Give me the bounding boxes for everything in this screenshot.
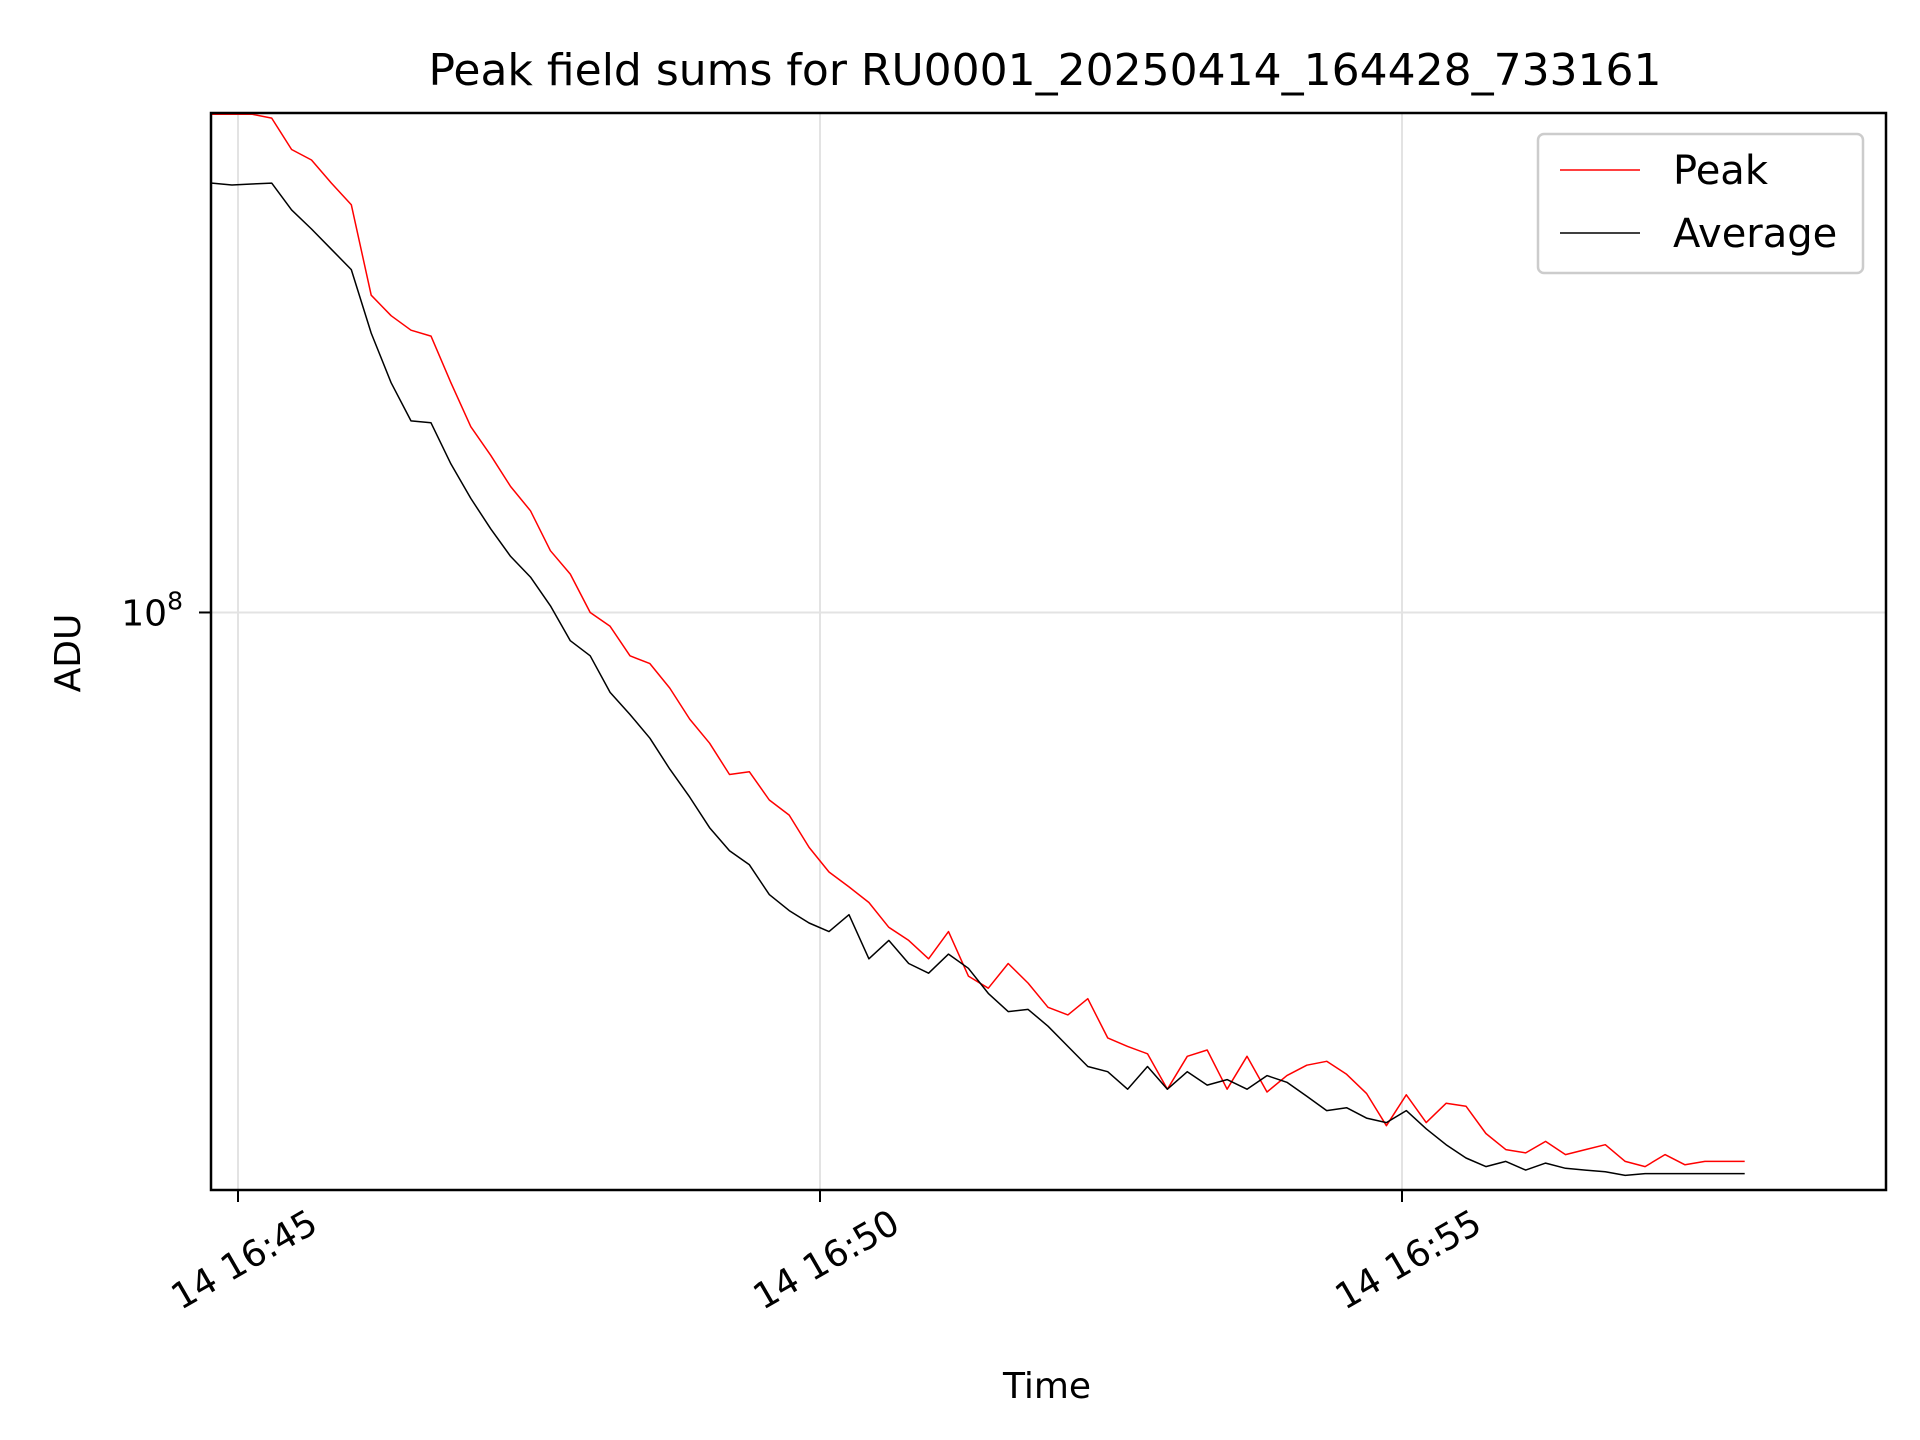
series-lines — [211, 113, 1745, 1177]
series-line-average — [211, 182, 1745, 1177]
series-line-peak — [212, 113, 1745, 1168]
legend: Peak Average — [1536, 132, 1865, 275]
plot-frame — [209, 111, 1888, 1192]
grid — [211, 113, 1886, 1190]
y-tick-label: 108 — [121, 586, 183, 634]
x-tick-label: 14 16:55 — [1329, 1202, 1489, 1318]
legend-box — [1536, 132, 1865, 275]
x-tick-label: 14 16:45 — [165, 1202, 325, 1318]
x-axis-label: Time — [1002, 1366, 1091, 1407]
x-tick-label: 14 16:50 — [747, 1202, 907, 1318]
x-axis-ticks: 14 16:45 14 16:50 14 16:55 — [165, 1190, 1489, 1318]
chart-title: Peak field sums for RU0001_20250414_1644… — [428, 45, 1661, 96]
legend-label-average: Average — [1673, 211, 1837, 257]
legend-label-peak: Peak — [1673, 148, 1769, 194]
y-axis-ticks: 108 — [121, 586, 211, 634]
y-axis-label: ADU — [48, 614, 89, 693]
